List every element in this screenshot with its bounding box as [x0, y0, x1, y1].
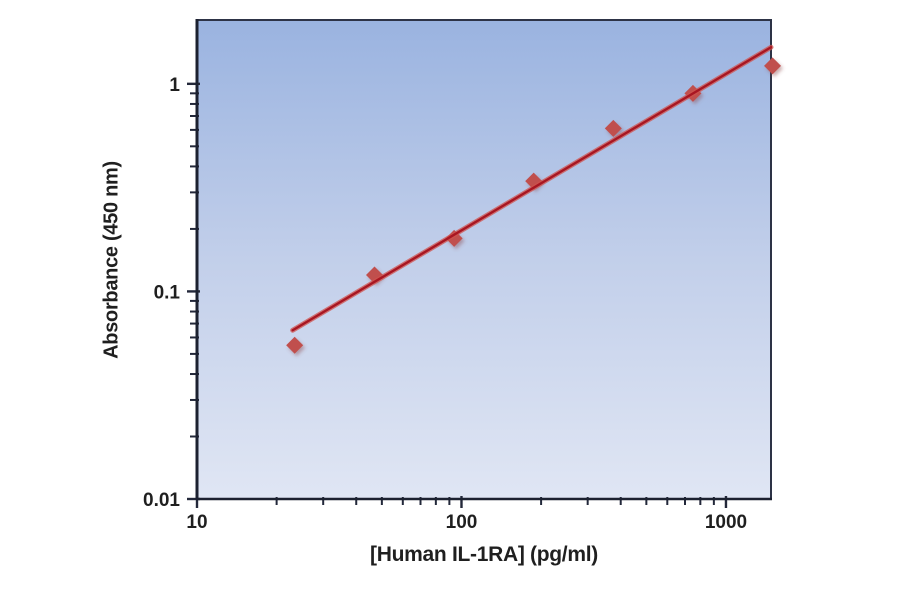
plot-background [197, 20, 771, 499]
y-tick-label: 0.01 [143, 490, 180, 511]
x-tick-label: 10 [186, 512, 207, 533]
x-tick-label: 1000 [705, 512, 747, 533]
y-axis-title: Absorbance (450 nm) [100, 161, 123, 359]
data-point-marker [764, 57, 782, 75]
y-tick-label: 1 [169, 75, 180, 96]
x-tick-label: 100 [446, 512, 478, 533]
y-tick-label: 0.1 [154, 282, 181, 303]
data-point-marker [604, 119, 622, 137]
x-axis-title: [Human IL-1RA] (pg/ml) [370, 543, 598, 566]
trend-line [291, 46, 773, 332]
data-point-marker [286, 336, 304, 354]
